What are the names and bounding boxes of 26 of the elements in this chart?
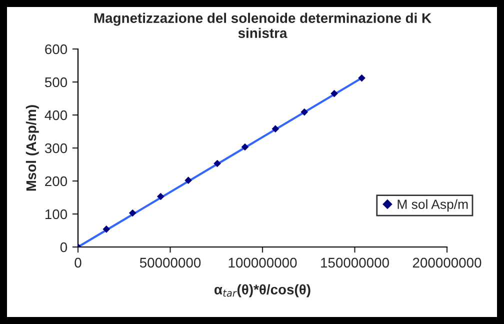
point — [184, 176, 192, 184]
y-tick-label: 500 — [44, 77, 68, 88]
point — [214, 160, 221, 168]
point — [241, 143, 249, 151]
y-tick-label: 100 — [45, 209, 68, 220]
x-axis-title: α$_{tar}$(θ)*θ/cos(θ) — [214, 284, 310, 298]
point — [358, 74, 366, 82]
point — [300, 108, 308, 116]
legend-label: M sol Asp/m — [398, 199, 468, 212]
point — [272, 125, 280, 133]
point — [156, 192, 164, 200]
y-tick-label: 200 — [45, 176, 68, 186]
x-tick-label: 50000000 — [140, 258, 201, 268]
y-tick-label: 300 — [44, 143, 68, 154]
x-tick-label: 150000000 — [321, 258, 389, 268]
point — [128, 209, 136, 217]
x-tick-label: 0 — [74, 258, 82, 268]
y-tick-label: 600 — [45, 44, 68, 54]
x-tick-label: 100000000 — [228, 258, 297, 268]
chart-title: Magnetizzazione del solenoide determinazione di K sinistra — [94, 12, 432, 38]
y-axis-title: Msol (Asp/m) — [26, 105, 39, 191]
y-tick-label: 0 — [60, 242, 68, 252]
y-tick-label: 400 — [44, 110, 68, 120]
x-tick-label: 200000000 — [412, 258, 482, 268]
point — [102, 226, 110, 233]
point — [330, 90, 338, 98]
